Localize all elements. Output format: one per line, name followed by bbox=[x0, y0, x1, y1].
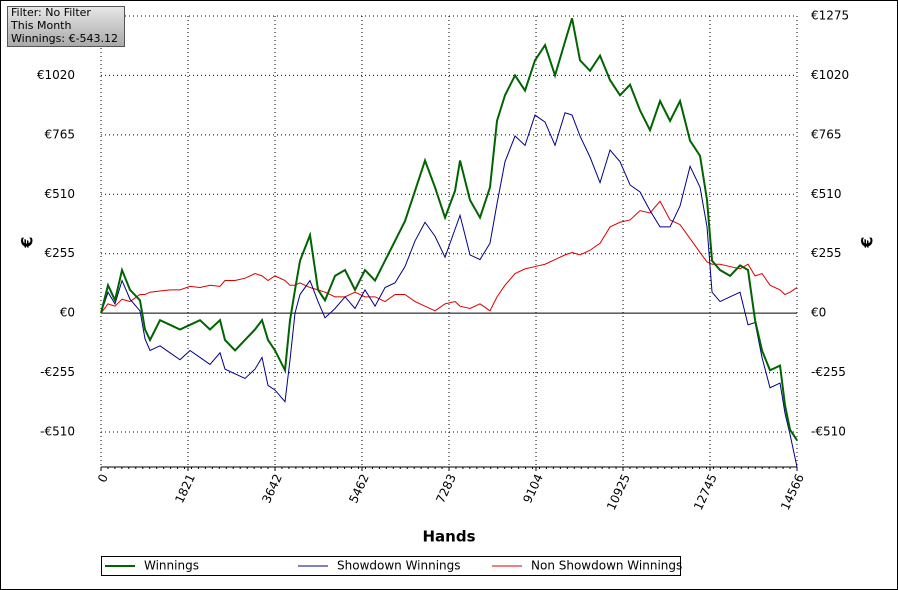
y2-axis-title: € bbox=[858, 236, 877, 248]
y2-tick-label: €255 bbox=[811, 246, 842, 260]
legend-label: Non Showdown Winnings bbox=[531, 559, 682, 573]
legend-label: Showdown Winnings bbox=[337, 559, 461, 573]
y2-tick-label: -€255 bbox=[811, 365, 846, 379]
y2-tick-label: €765 bbox=[811, 127, 842, 141]
y2-tick-label: €0 bbox=[811, 306, 826, 320]
legend-label: Winnings bbox=[144, 559, 199, 573]
y-tick-label: -€510 bbox=[40, 425, 75, 439]
y-tick-label: €765 bbox=[44, 127, 75, 141]
info-box: Filter: No Filter This Month Winnings: €… bbox=[7, 6, 125, 47]
y2-tick-label: -€510 bbox=[811, 425, 846, 439]
info-period: This Month bbox=[10, 19, 71, 32]
plot: -€510 -€510 -€255 -€255 €0 €0 €255 €255 €510 €510… bbox=[37, 9, 849, 513]
y-axis-title: € bbox=[18, 236, 37, 248]
y-tick-label: -€255 bbox=[40, 365, 75, 379]
info-winnings: Winnings: €-543.12 bbox=[11, 32, 118, 45]
legend: Winnings Showdown Winnings Non Showdown Wi… bbox=[101, 556, 682, 576]
y2-tick-label: €1275 bbox=[811, 9, 849, 23]
y-tick-label: €510 bbox=[44, 187, 75, 201]
series-line bbox=[100, 200, 798, 314]
y-tick-label: €255 bbox=[44, 246, 75, 260]
legend-box bbox=[101, 556, 681, 576]
series-line bbox=[100, 18, 798, 441]
series-line bbox=[100, 112, 798, 468]
y2-tick-label: €510 bbox=[811, 187, 842, 201]
x-axis-title: Hands bbox=[422, 528, 475, 546]
y2-tick-label: €1020 bbox=[811, 68, 849, 82]
y-tick-label: €1020 bbox=[37, 68, 75, 82]
y-tick-label: €0 bbox=[60, 306, 75, 320]
info-panel bbox=[7, 6, 125, 47]
info-filter: Filter: No Filter bbox=[11, 6, 91, 19]
